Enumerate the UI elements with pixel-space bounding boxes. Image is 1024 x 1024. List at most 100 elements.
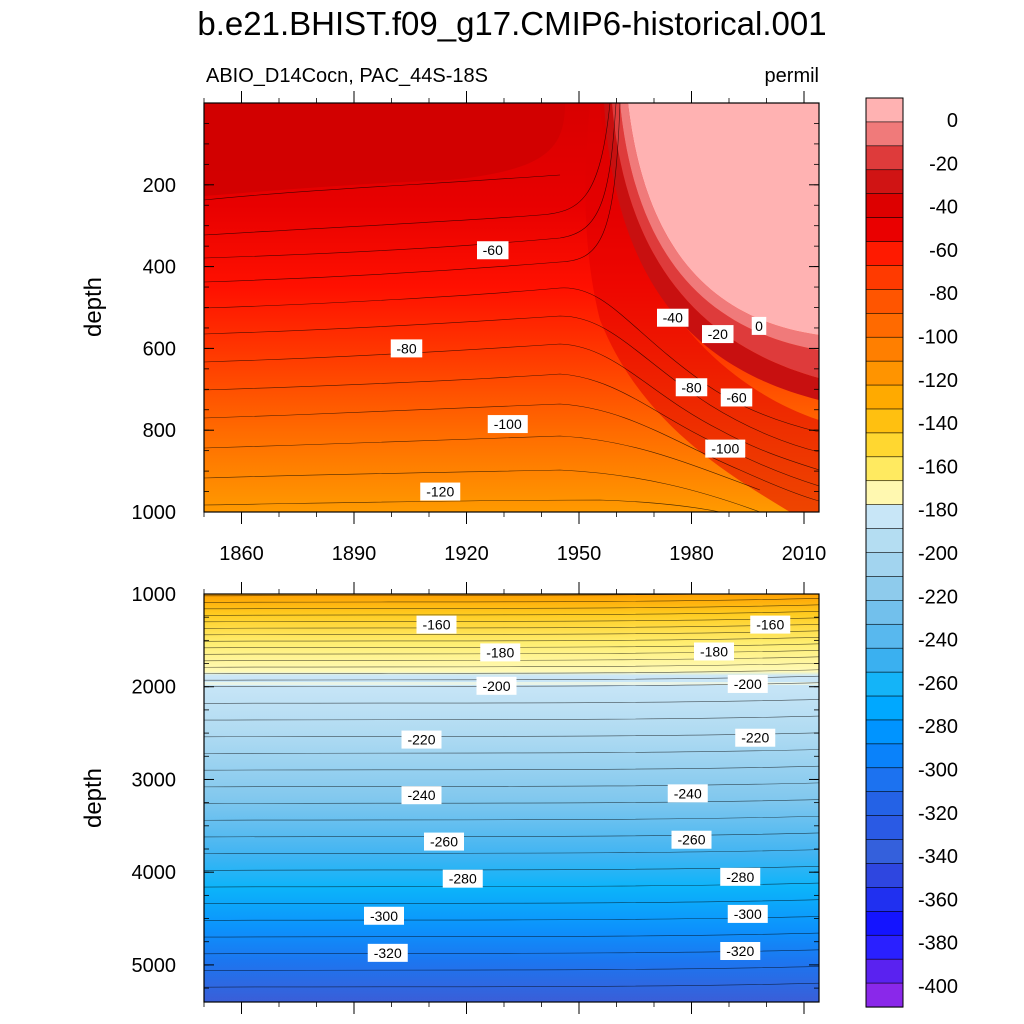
colorbar-swatch	[865, 934, 904, 960]
colorbar-tick-label: -340	[918, 846, 958, 868]
contour-label: -220	[735, 728, 776, 747]
lower-contour-line	[204, 749, 819, 754]
lower-contour-line	[204, 594, 728, 597]
colorbar-swatch	[865, 312, 904, 338]
contour-label: -60	[477, 241, 509, 260]
contour-label-box	[751, 316, 767, 335]
contour-label-box	[750, 615, 791, 634]
colorbar-swatch	[865, 97, 904, 123]
colorbar-swatch	[865, 863, 904, 888]
lower-contour-line	[204, 765, 819, 771]
upper-y-axis-label: depth	[80, 277, 107, 337]
colorbar-tick-label: -180	[918, 500, 958, 522]
contour-label-box	[667, 784, 708, 803]
x-tick-label: 1950	[557, 543, 602, 565]
contour-label-box	[477, 241, 509, 260]
colorbar-tick-label: -160	[918, 456, 958, 478]
colorbar-swatch	[865, 241, 904, 267]
contour-label: -200	[476, 676, 517, 695]
contour-label: -120	[420, 482, 461, 501]
contour-label-text: -40	[663, 310, 683, 326]
upper-band-10	[612, 103, 819, 378]
contour-label-box	[364, 906, 404, 925]
contour-label: -300	[727, 904, 768, 923]
contour-label: -280	[720, 867, 761, 886]
colorbar-tick-label: -80	[929, 283, 958, 305]
contour-label-text: -280	[449, 871, 477, 887]
upper-y-tick-label: 400	[143, 257, 176, 279]
colorbar-tick-label: -120	[918, 370, 958, 392]
contour-label-box	[720, 388, 753, 407]
lower-contour-line	[204, 699, 819, 704]
colorbar-tick-label: -240	[918, 630, 958, 652]
contour-label-box	[480, 643, 521, 662]
upper-panel: -60 -80 -100 -120 -40 -20 0 -80 -60 -100 200 400 60…	[80, 91, 826, 565]
lower-y-tick-label: 1000	[132, 584, 177, 606]
contour-label: -180	[480, 643, 521, 662]
contour-label-text: -200	[734, 676, 762, 692]
contour-label-text: -80	[396, 340, 416, 356]
lower-contour-line	[204, 624, 819, 629]
colorbar-tick-label: -280	[918, 716, 958, 738]
contour-label-box	[727, 674, 768, 693]
colorbar-swatch	[865, 767, 904, 793]
colorbar-swatch	[865, 911, 904, 936]
colorbar-swatch	[865, 695, 904, 721]
contour-label: -160	[750, 615, 791, 634]
upper-y-tick-label: 600	[143, 338, 176, 360]
contour-label-box	[657, 308, 689, 327]
contour-label-text: -80	[681, 379, 701, 395]
contour-label-box	[735, 728, 776, 747]
colorbar-swatch	[865, 719, 904, 745]
lower-panel: -160 -160 -180 -180 -200 -200 -220 -220 -240 -240…	[80, 582, 820, 1014]
contour-label-box	[401, 730, 442, 749]
colorbar-swatch	[865, 480, 904, 506]
colorbar-swatch	[865, 576, 904, 601]
contour-label: -100	[705, 439, 746, 458]
colorbar-swatch	[865, 121, 904, 147]
colorbar-tick-label: -20	[929, 153, 958, 175]
contour-label: -200	[727, 674, 768, 693]
lower-contour-line	[204, 849, 819, 854]
colorbar-swatch	[865, 552, 904, 578]
contour-label-text: -320	[374, 945, 402, 961]
upper-y-ticks: 200 400 600 800 1000	[132, 102, 819, 524]
colorbar-tick-label: 0	[947, 110, 958, 132]
colorbar-swatch	[865, 384, 904, 410]
contour-label-text: 0	[755, 318, 763, 334]
lower-contour-labels: -160 -160 -180 -180 -200 -200 -220 -220 -240 -240…	[364, 615, 791, 962]
lower-y-tick-label: 4000	[132, 862, 177, 884]
colorbar-tick-label: -260	[918, 673, 958, 695]
contour-label: -80	[675, 378, 708, 397]
colorbar-swatch	[865, 145, 904, 171]
lower-y-ticks: 1000 2000 3000 4000 5000	[132, 584, 819, 989]
x-tick-label: 2010	[782, 543, 827, 565]
colorbar-swatch	[865, 671, 904, 697]
contour-label-box	[401, 786, 442, 805]
contour-label: -280	[442, 869, 483, 888]
contour-label-box	[727, 904, 768, 923]
contour-label: -300	[364, 906, 404, 925]
colorbar-tick-label: -380	[918, 933, 958, 955]
upper-zero-region	[628, 103, 819, 335]
contour-label-text: -320	[726, 943, 754, 959]
colorbar-tick-label: -220	[918, 586, 958, 608]
contour-label-text: -160	[422, 617, 450, 633]
contour-label: 0	[751, 316, 767, 335]
chart-subtitle-right: permil	[765, 65, 819, 87]
colorbar-tick-label: -60	[929, 240, 958, 262]
contour-label: -240	[401, 786, 442, 805]
contour-label-text: -260	[430, 834, 458, 850]
contour-label-box	[694, 642, 734, 661]
upper-contour-labels: -60 -80 -100 -120 -40 -20 0 -80 -60 -100	[390, 241, 767, 501]
contour-label: -320	[367, 943, 408, 962]
colorbar-swatch	[865, 289, 904, 314]
contour-label-box	[420, 482, 461, 501]
contour-label-box	[671, 830, 712, 849]
lower-y-axis-label: depth	[80, 768, 107, 828]
colorbar-swatch	[865, 528, 904, 554]
contour-label-text: -60	[726, 389, 746, 405]
lower-contour-line	[204, 899, 819, 905]
contour-label-text: -100	[711, 441, 739, 457]
